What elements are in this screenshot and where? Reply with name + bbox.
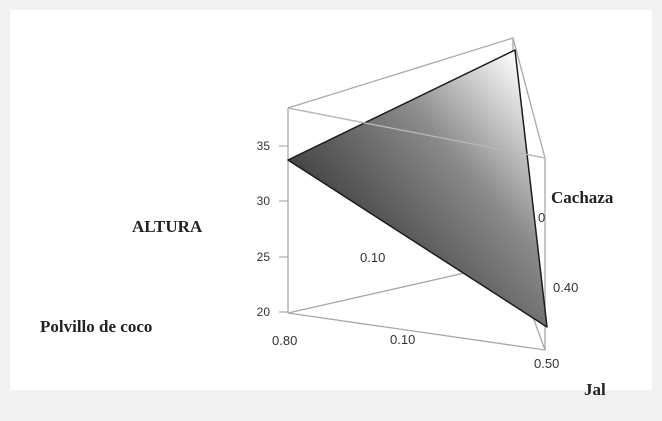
z-tick-label: 20: [257, 305, 271, 319]
polvillo-tick-label: 0.10: [390, 332, 415, 347]
response-surface: [287, 49, 548, 328]
jal-tick-label: 0: [538, 210, 545, 225]
jal-tick-label: 0.40: [553, 280, 578, 295]
component-label-polvillo: Polvillo de coco: [40, 317, 152, 336]
component-label-cachaza: Cachaza: [551, 188, 614, 207]
response-axis-title: ALTURA: [132, 217, 203, 236]
polvillo-tick-label: 0.50: [534, 356, 559, 371]
front-edge: [287, 107, 546, 159]
center-tick-label: 0.10: [360, 250, 385, 265]
z-tick-label: 30: [257, 194, 271, 208]
polvillo-tick-label: 0.80: [272, 333, 297, 348]
z-tick-label: 25: [257, 250, 271, 264]
z-tick-label: 35: [257, 139, 271, 153]
component-label-jal: Jal: [584, 380, 606, 399]
